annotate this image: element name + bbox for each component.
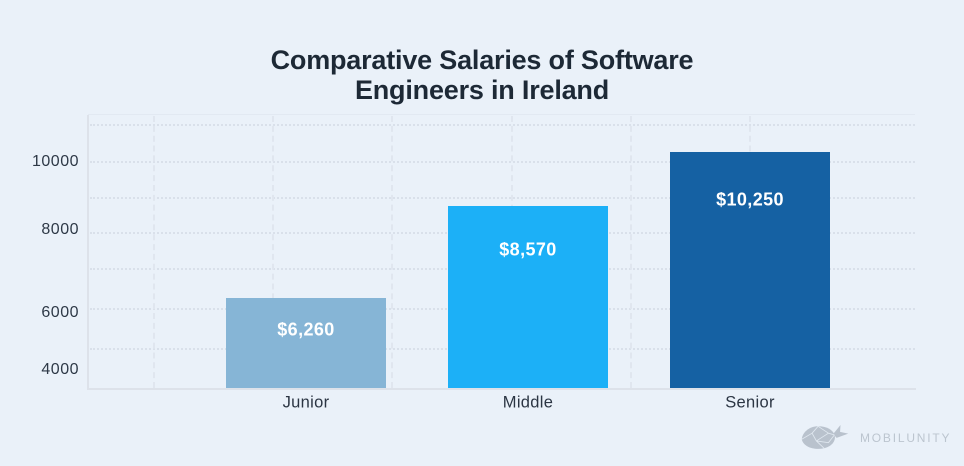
chart-title-line2: Engineers in Ireland (354, 75, 610, 106)
y-axis-tick-label-8000: 8000 (41, 221, 79, 238)
chart-title-line1: Comparative Salaries of Software (270, 45, 694, 76)
bar-junior (226, 298, 386, 388)
bar-middle (448, 206, 608, 388)
brand-name: MOBILUNITY (860, 430, 952, 445)
v-gridline-0 (153, 116, 155, 388)
plot-top-border (88, 114, 915, 115)
brand-logo: MOBILUNITY (799, 422, 951, 453)
v-gridline-4 (630, 116, 632, 388)
v-gridline-2 (391, 116, 393, 388)
whale-icon (801, 425, 849, 449)
bar-senior (670, 152, 830, 388)
bar-value-label-senior: $10,250 (716, 189, 784, 210)
bar-value-label-middle: $8,570 (499, 239, 557, 260)
h-gridline-0 (90, 124, 915, 126)
chart-title: Comparative Salaries of Software Enginee… (0, 45, 964, 105)
x-axis-line (87, 388, 916, 390)
y-axis-tick-label-10000: 10000 (32, 153, 79, 170)
x-axis-label-senior: Senior (725, 393, 775, 412)
bar-value-label-junior: $6,260 (277, 319, 335, 340)
v-gridline-1 (272, 116, 274, 388)
h-gridline-2 (90, 197, 915, 199)
y-axis-tick-label-6000: 6000 (41, 304, 79, 321)
y-axis-tick-label-4000: 4000 (41, 361, 79, 378)
y-axis-line (87, 115, 89, 389)
h-gridline-1 (90, 161, 915, 163)
x-axis-label-middle: Middle (502, 393, 554, 412)
x-axis-label-junior: Junior (282, 393, 330, 412)
